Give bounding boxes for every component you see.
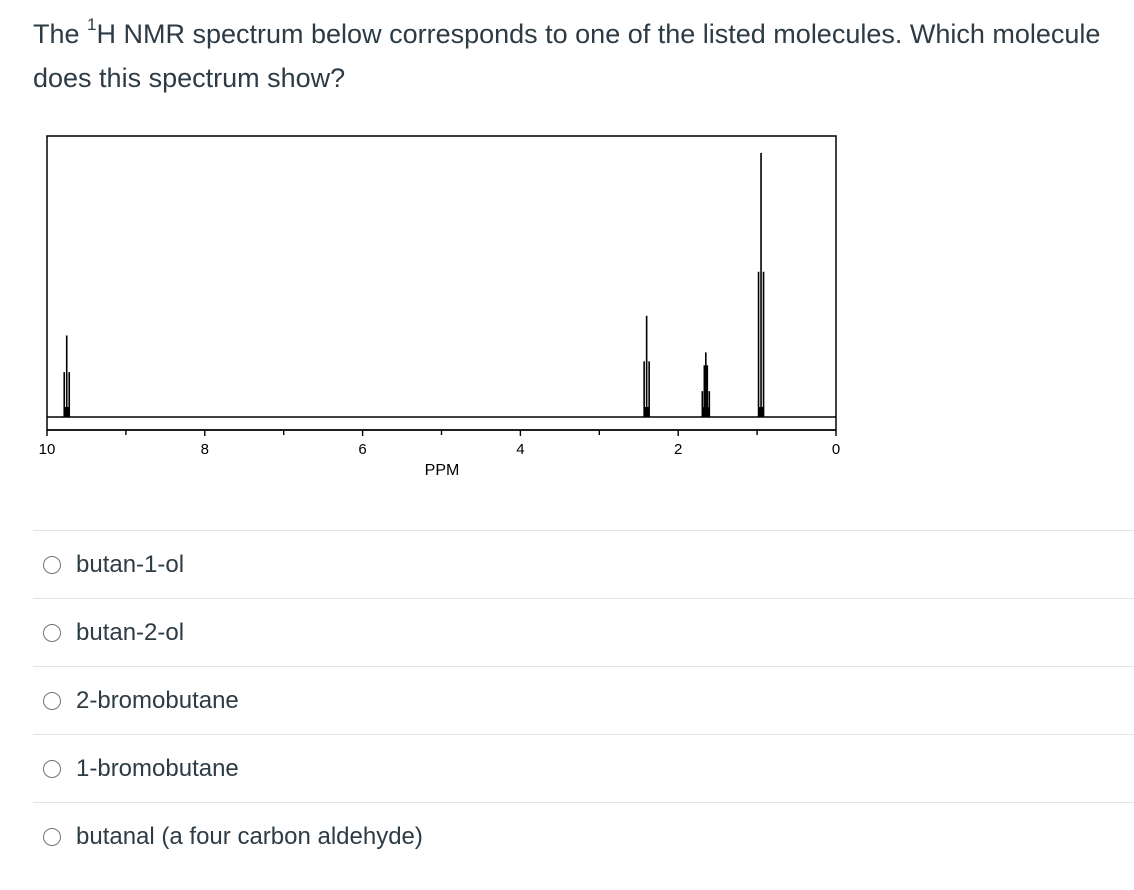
answer-label: butanal (a four carbon aldehyde) — [76, 822, 423, 850]
x-axis-label: PPM — [425, 462, 460, 479]
peak-base — [758, 407, 765, 417]
radio-button[interactable] — [43, 827, 61, 846]
nmr-peak — [63, 335, 71, 417]
peak-base — [702, 407, 709, 417]
x-axis-tick-label: 4 — [516, 441, 524, 458]
x-axis-tick-label: 2 — [674, 441, 682, 458]
plot-frame — [46, 135, 837, 431]
radio-button[interactable] — [43, 623, 61, 642]
x-axis-tick-labels: 10 8 6 4 2 0 — [39, 441, 841, 458]
answer-option[interactable]: butanal (a four carbon aldehyde) — [33, 802, 1134, 870]
peak-base — [643, 407, 650, 417]
x-axis-tick-label: 0 — [832, 441, 840, 458]
peak-base — [63, 407, 70, 417]
nmr-peak — [643, 315, 650, 417]
nmr-peak — [701, 352, 711, 417]
spectrum-peaks — [47, 152, 836, 418]
question-superscript: 1 — [87, 15, 97, 34]
question-suffix: H NMR spectrum below corresponds to one … — [33, 19, 1101, 93]
nmr-spectrum-chart: 10 8 6 4 2 0 PPM — [39, 135, 841, 479]
x-axis-tick-label: 10 — [39, 441, 56, 458]
x-axis-ticks — [46, 430, 837, 436]
answer-option[interactable]: butan-1-ol — [33, 530, 1134, 598]
question-prefix: The — [33, 19, 88, 49]
radio-button[interactable] — [43, 555, 61, 574]
answer-option[interactable]: 1-bromobutane — [33, 734, 1134, 802]
answer-option[interactable]: 2-bromobutane — [33, 666, 1134, 734]
question-text: The 1H NMR spectrum below corresponds to… — [33, 12, 1113, 100]
answer-label: 1-bromobutane — [76, 754, 239, 782]
answer-label: butan-2-ol — [76, 618, 185, 646]
radio-button[interactable] — [43, 759, 61, 778]
radio-button[interactable] — [43, 691, 61, 710]
answer-label: butan-1-ol — [76, 550, 185, 578]
answer-label: 2-bromobutane — [76, 686, 239, 714]
x-axis-tick-label: 8 — [201, 441, 209, 458]
x-axis-tick-label: 6 — [358, 441, 366, 458]
answer-list: butan-1-ol butan-2-ol 2-bromobutane 1-br… — [33, 530, 1134, 870]
nmr-spectrum-svg: 10 8 6 4 2 0 PPM — [39, 135, 841, 479]
nmr-peak — [757, 152, 765, 417]
answer-option[interactable]: butan-2-ol — [33, 598, 1134, 666]
